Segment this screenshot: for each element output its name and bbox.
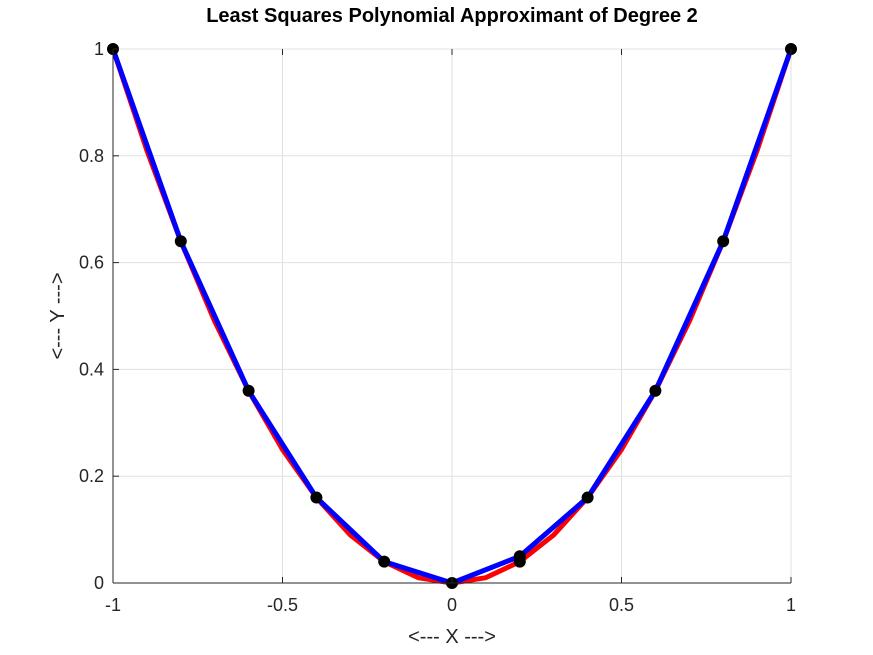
- x-tick-label-2: 0: [447, 595, 457, 615]
- data-point-1: [174, 235, 187, 248]
- data-point-7: [513, 550, 526, 563]
- y-tick-label-2: 0.4: [79, 359, 104, 379]
- y-tick-label-4: 0.8: [79, 146, 104, 166]
- data-point-4: [378, 555, 391, 568]
- x-tick-label-0: -1: [105, 595, 121, 615]
- chart-title: Least Squares Polynomial Approximant of …: [206, 5, 698, 27]
- data-point-9: [649, 384, 662, 397]
- x-tick-label-1: -0.5: [267, 595, 298, 615]
- data-point-8: [581, 491, 594, 504]
- y-tick-label-5: 1: [94, 39, 104, 59]
- data-point-10: [717, 235, 730, 248]
- data-point-3: [310, 491, 323, 504]
- x-tick-label-3: 0.5: [609, 595, 634, 615]
- axes: [112, 48, 792, 584]
- x-tick-label-4: 1: [786, 595, 796, 615]
- tick-labels: -1 -0.5 0 0.5 1 0 0.2 0.4 0.6 0.8 1: [79, 39, 796, 615]
- y-tick-label-3: 0.6: [79, 253, 104, 273]
- y-tick-label-1: 0.2: [79, 466, 104, 486]
- data-point-2: [242, 384, 255, 397]
- y-tick-label-0: 0: [94, 573, 104, 593]
- grid: [112, 48, 792, 584]
- x-axis-label: <--- X --->: [408, 626, 496, 648]
- y-axis-label: <--- Y --->: [47, 272, 69, 359]
